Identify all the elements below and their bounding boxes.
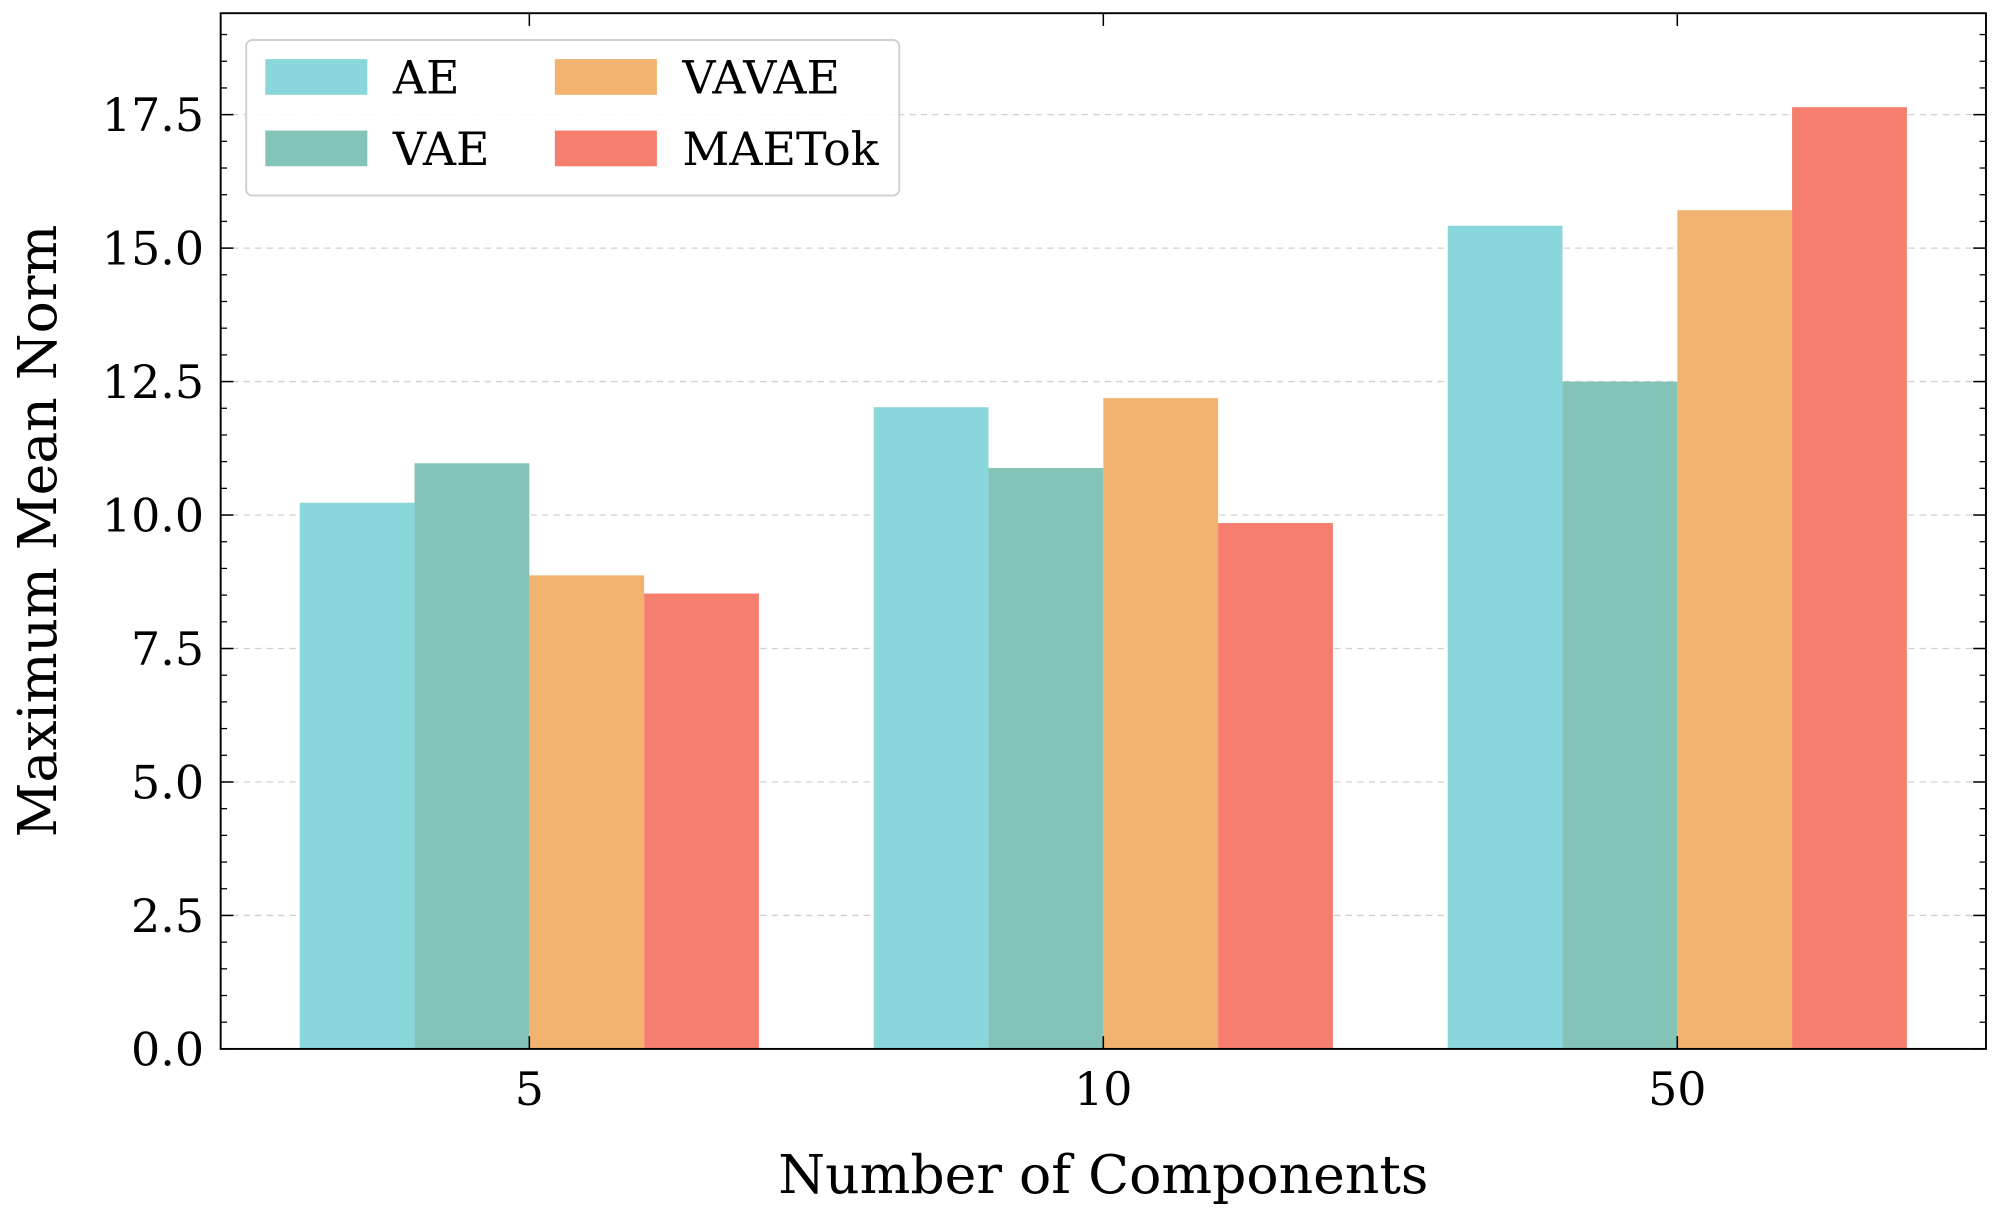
bar-vae-10 <box>988 468 1104 1049</box>
y-tick-label: 15.0 <box>102 222 204 276</box>
bar-vae-5 <box>414 463 530 1049</box>
legend-label: VAVAE <box>681 51 840 105</box>
bar-ae-50 <box>1447 225 1563 1049</box>
bar-maetok-50 <box>1792 107 1907 1049</box>
bar-vae-50 <box>1562 381 1678 1049</box>
legend-swatch-maetok <box>554 130 657 167</box>
x-tick-label: 50 <box>1648 1062 1706 1116</box>
legend-label: MAETok <box>682 122 879 176</box>
bars <box>299 107 1907 1049</box>
bar-maetok-5 <box>644 593 759 1049</box>
x-axis-label: Number of Components <box>778 1143 1428 1206</box>
y-tick-label: 0.0 <box>131 1022 204 1076</box>
axis-ticks: 0.0 2.5 5.0 7.5 10.0 12.5 15.0 17.5 5 10 50 <box>102 13 1986 1116</box>
legend-label: AE <box>392 51 460 105</box>
y-tick-label: 7.5 <box>131 622 204 676</box>
bar-vavae-5 <box>529 575 645 1049</box>
bar-ae-10 <box>873 407 989 1049</box>
y-tick-label: 17.5 <box>102 88 204 142</box>
bar-vavae-50 <box>1677 210 1793 1049</box>
y-tick-label: 2.5 <box>131 889 204 943</box>
x-tick-label: 10 <box>1074 1062 1132 1116</box>
y-axis-label: Maximum Mean Norm <box>6 225 69 838</box>
y-tick-label: 10.0 <box>102 489 204 543</box>
x-tick-label: 5 <box>515 1062 544 1116</box>
legend: AE VAE VAVAE MAETok <box>245 39 901 197</box>
bar-ae-5 <box>299 502 415 1049</box>
bar-vavae-10 <box>1103 398 1219 1049</box>
legend-swatch-ae <box>265 59 368 95</box>
legend-box <box>245 39 901 197</box>
legend-swatch-vavae <box>554 59 657 95</box>
bar-maetok-10 <box>1218 523 1333 1049</box>
y-tick-label: 5.0 <box>131 756 204 810</box>
legend-label: VAE <box>392 122 490 176</box>
legend-swatch-vae <box>265 130 368 167</box>
y-tick-label: 12.5 <box>102 355 204 409</box>
